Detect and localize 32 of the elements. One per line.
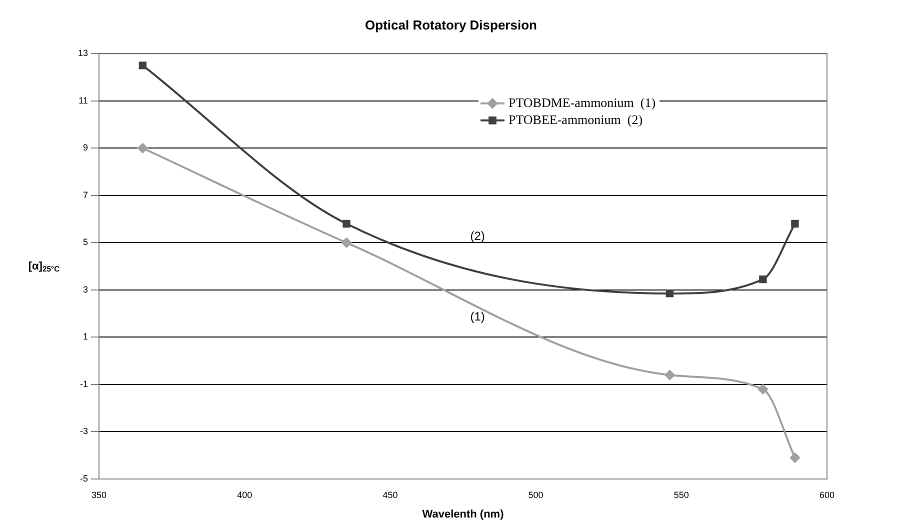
x-axis-title: Wavelenth (nm) [422,508,504,520]
y-tick-label: -5 [80,473,88,484]
x-tick-label: 550 [674,490,689,500]
y-tick-label: -1 [80,378,88,389]
x-tick-label: 600 [819,490,835,500]
legend-label: PTOBEE-ammonium (2) [508,112,643,127]
point [666,290,674,298]
point [138,143,148,154]
y-tick-label: 1 [82,332,88,342]
annotation: (1) [470,310,485,324]
point [138,62,147,70]
chart-title: Optical Rotatory Dispersion [365,17,538,32]
annotation: (2) [470,228,485,243]
y-tick-label: 7 [82,190,88,200]
y-tick-label: 13 [78,48,88,58]
point [664,370,675,380]
x-tick-label: 350 [91,490,107,500]
legend-label: PTOBDME-ammonium (1) [508,94,656,110]
point [790,452,800,463]
y-tick-label: 11 [78,95,88,106]
y-tick-label: 9 [82,142,88,153]
point [342,220,350,228]
point [759,275,767,284]
x-tick-label: 500 [528,490,544,500]
y-tick-label: -3 [80,426,88,436]
point [758,384,768,394]
y-tick-label: 5 [82,237,88,248]
x-tick-label: 450 [382,490,398,500]
point [342,238,352,248]
point [791,220,799,228]
x-tick-label: 400 [237,490,252,500]
y-tick-label: 3 [82,284,88,294]
